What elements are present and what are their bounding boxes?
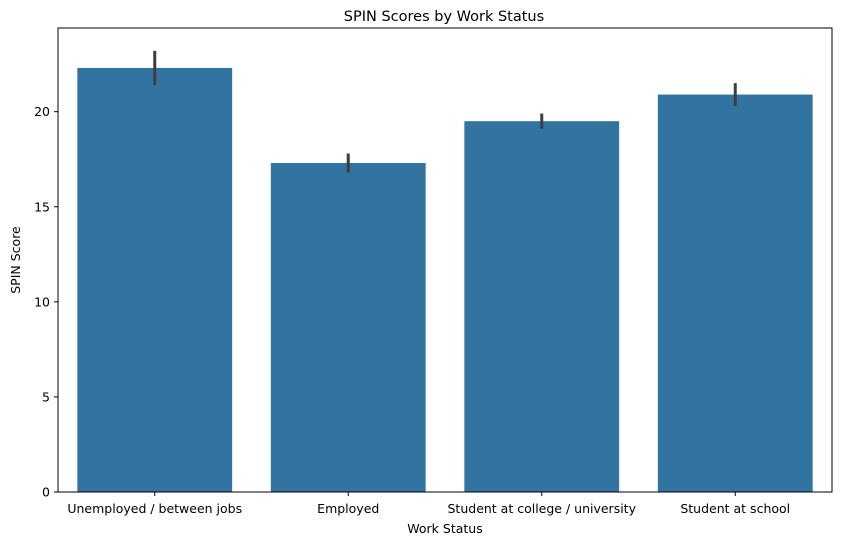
x-tick-label-2: Employed: [317, 501, 379, 516]
bars-layer: [77, 67, 813, 493]
y-tick-label-0: 0: [42, 485, 50, 500]
x-axis: Unemployed / between jobs Employed Student…: [67, 492, 790, 516]
y-axis: 0 5 10 15 20: [34, 104, 58, 500]
x-tick-label-1: Unemployed / between jobs: [67, 501, 242, 516]
x-axis-title: Work Status: [407, 521, 482, 536]
bar-4: [657, 94, 813, 492]
bar-1: [77, 67, 233, 493]
y-tick-label-10: 10: [34, 294, 50, 309]
bar-2: [270, 163, 426, 492]
chart-title: SPIN Scores by Work Status: [344, 9, 544, 25]
x-tick-label-4: Student at school: [680, 501, 790, 516]
y-tick-label-15: 15: [34, 199, 50, 214]
y-tick-label-5: 5: [42, 389, 50, 404]
bar-3: [464, 121, 620, 493]
y-tick-label-20: 20: [34, 104, 50, 119]
plot-frame: [57, 27, 833, 493]
x-tick-label-3: Student at college / university: [448, 501, 637, 516]
y-axis-title: SPIN Score: [8, 226, 23, 294]
error-bars-layer: [153, 50, 737, 173]
